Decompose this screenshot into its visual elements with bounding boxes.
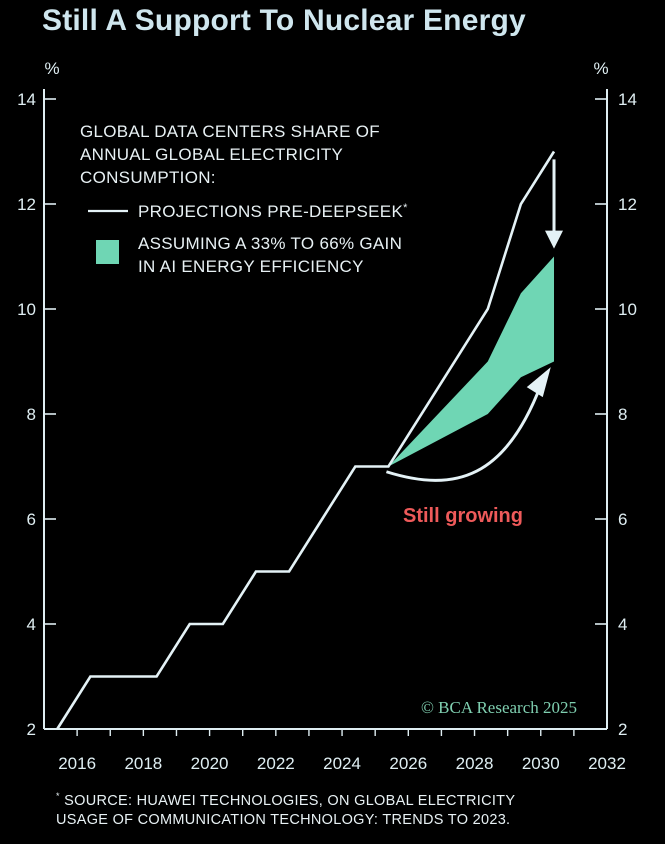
x-tick-label: 2030	[522, 754, 560, 773]
x-tick-label: 2022	[257, 754, 295, 773]
unit-label-left: %	[44, 59, 59, 78]
footnote-line-1: SOURCE: HUAWEI TECHNOLOGIES, ON GLOBAL E…	[59, 792, 516, 809]
legend-band-label-line: ASSUMING A 33% TO 66% GAIN	[138, 234, 402, 253]
unit-label-right: %	[593, 59, 608, 78]
legend-heading-line: GLOBAL DATA CENTERS SHARE OF	[80, 122, 380, 141]
y-tick-label-right: 12	[618, 195, 637, 214]
legend-line-label: PROJECTIONS PRE-DEEPSEEK*	[138, 202, 408, 221]
x-tick-label: 2018	[124, 754, 162, 773]
y-tick-label-left: 6	[27, 510, 36, 529]
y-tick-label-left: 10	[17, 300, 36, 319]
annotations: Still growing © BCA Research 2025	[385, 159, 577, 717]
y-tick-label-right: 6	[618, 510, 627, 529]
x-tick-label: 2016	[58, 754, 96, 773]
y-tick-label-left: 12	[17, 195, 36, 214]
efficiency-band	[388, 256, 555, 467]
x-tick-label: 2026	[389, 754, 427, 773]
projection-line	[56, 150, 556, 730]
y-tick-label-left: 4	[27, 615, 36, 634]
plot-series	[56, 150, 556, 730]
y-tick-label-left: 2	[27, 720, 36, 739]
annotation-still-growing: Still growing	[403, 505, 523, 527]
legend-band-swatch	[96, 240, 119, 264]
footnote-mark: *	[56, 791, 60, 801]
y-tick-label-right: 2	[618, 720, 627, 739]
x-tick-label: 2020	[191, 754, 229, 773]
legend-band-label-line: IN AI ENERGY EFFICIENCY	[138, 257, 364, 276]
axes: 2 2 4 4 6 6 8 8 10 10 12 12 14 14 2016 2018 2020 2022 2024…	[17, 59, 637, 773]
down-arrow-head	[545, 230, 564, 249]
y-tick-label-left: 8	[27, 405, 36, 424]
y-tick-label-right: 4	[618, 615, 627, 634]
y-tick-label-right: 14	[618, 90, 637, 109]
footnote: * SOURCE: HUAWEI TECHNOLOGIES, ON GLOBAL…	[56, 787, 636, 830]
x-tick-label: 2028	[456, 754, 494, 773]
y-tick-label-left: 14	[17, 90, 36, 109]
chart-title: Still A Support To Nuclear Energy	[42, 4, 526, 37]
footnote-line-2: USAGE OF COMMUNICATION TECHNOLOGY: TREND…	[56, 811, 511, 828]
legend-heading-line: CONSUMPTION:	[80, 168, 216, 187]
x-tick-label: 2024	[323, 754, 361, 773]
watermark: © BCA Research 2025	[421, 698, 577, 717]
curved-arrow-head	[526, 367, 551, 398]
legend-heading-line: ANNUAL GLOBAL ELECTRICITY	[80, 145, 343, 164]
y-tick-label-right: 8	[618, 405, 627, 424]
legend: GLOBAL DATA CENTERS SHARE OF ANNUAL GLOBA…	[80, 122, 408, 276]
x-tick-label: 2032	[588, 754, 626, 773]
curved-arrow	[385, 384, 543, 482]
y-tick-label-right: 10	[618, 300, 637, 319]
